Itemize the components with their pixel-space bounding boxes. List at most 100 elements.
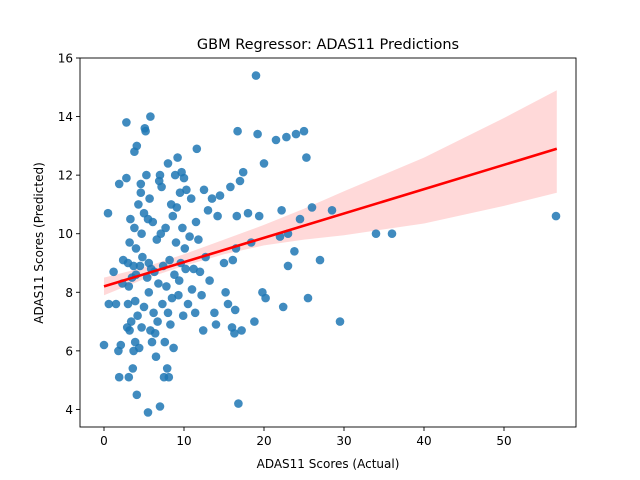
x-tick-label: 50 xyxy=(496,434,511,448)
data-point xyxy=(155,170,165,180)
data-point xyxy=(126,214,135,224)
axes-frame xyxy=(79,57,577,428)
data-point xyxy=(166,320,175,329)
data-point xyxy=(219,258,229,268)
data-point xyxy=(130,296,140,306)
data-point xyxy=(153,317,162,326)
data-point xyxy=(154,279,163,288)
data-point xyxy=(250,317,259,326)
data-point xyxy=(163,159,173,168)
data-point xyxy=(103,208,113,218)
data-point xyxy=(148,217,158,227)
data-point xyxy=(187,285,197,294)
data-point xyxy=(161,223,170,233)
data-point xyxy=(243,208,253,218)
data-point xyxy=(221,288,230,297)
y-tick-label: 8 xyxy=(65,286,73,300)
data-point xyxy=(136,179,146,189)
data-point xyxy=(551,211,561,221)
data-point xyxy=(180,244,190,253)
data-point xyxy=(123,299,133,309)
data-point xyxy=(122,118,131,127)
data-point xyxy=(189,264,198,274)
data-point xyxy=(371,229,381,238)
data-point xyxy=(173,153,182,162)
data-point xyxy=(143,408,153,417)
data-point xyxy=(254,211,264,221)
data-point xyxy=(164,372,174,382)
data-point xyxy=(179,173,189,183)
data-point xyxy=(235,176,245,186)
data-point xyxy=(150,329,160,338)
data-point xyxy=(145,194,154,203)
data-point xyxy=(126,317,136,326)
data-point xyxy=(182,185,191,195)
data-point xyxy=(181,264,190,274)
data-point xyxy=(199,185,209,195)
data-point xyxy=(114,372,124,382)
regression-line xyxy=(103,147,558,288)
data-point xyxy=(302,153,311,162)
data-point xyxy=(175,188,185,197)
data-point xyxy=(277,206,286,215)
data-point xyxy=(283,261,293,271)
data-point xyxy=(192,144,202,154)
data-point xyxy=(124,372,134,382)
y-tick-label: 10 xyxy=(58,227,73,241)
y-tick-label: 14 xyxy=(58,110,73,124)
data-point xyxy=(299,126,309,136)
data-point xyxy=(190,308,200,318)
data-point xyxy=(278,302,288,312)
data-point xyxy=(282,132,291,142)
data-point xyxy=(137,323,146,332)
data-point xyxy=(99,340,109,350)
data-point xyxy=(157,182,166,192)
data-point xyxy=(132,141,142,151)
data-point xyxy=(134,343,144,353)
data-point xyxy=(228,255,238,265)
data-point xyxy=(213,211,222,221)
axes-background xyxy=(80,58,576,427)
data-point xyxy=(114,179,124,189)
y-tick-label: 4 xyxy=(65,403,73,417)
data-point xyxy=(142,273,152,282)
data-point xyxy=(160,337,170,347)
data-point xyxy=(125,238,134,247)
data-point xyxy=(327,206,337,215)
data-point xyxy=(147,337,157,347)
x-tick-label: 0 xyxy=(100,434,108,448)
data-point xyxy=(174,276,184,285)
data-point xyxy=(185,232,194,241)
confidence-band xyxy=(104,90,557,296)
data-point xyxy=(303,293,313,303)
data-point xyxy=(253,129,262,139)
data-point xyxy=(137,229,146,238)
data-point xyxy=(130,223,139,233)
data-point xyxy=(174,290,183,300)
data-point xyxy=(315,255,325,265)
data-point xyxy=(290,247,299,256)
data-point xyxy=(165,255,174,265)
data-point xyxy=(163,308,173,318)
data-point xyxy=(168,211,178,221)
data-point xyxy=(211,320,221,329)
data-point xyxy=(259,159,269,168)
data-point xyxy=(133,311,142,321)
data-point xyxy=(261,293,270,303)
data-point xyxy=(191,217,201,227)
data-point xyxy=(226,182,235,192)
data-point xyxy=(139,302,149,312)
data-point xyxy=(387,229,397,238)
data-point xyxy=(205,276,214,285)
data-point xyxy=(149,308,158,318)
data-point xyxy=(104,299,114,309)
data-point xyxy=(271,135,281,145)
x-tick-label: 40 xyxy=(416,434,431,448)
data-point xyxy=(129,261,138,271)
data-point xyxy=(155,402,165,411)
data-point xyxy=(170,170,180,180)
data-point xyxy=(171,238,181,247)
x-tick-label: 30 xyxy=(336,434,351,448)
